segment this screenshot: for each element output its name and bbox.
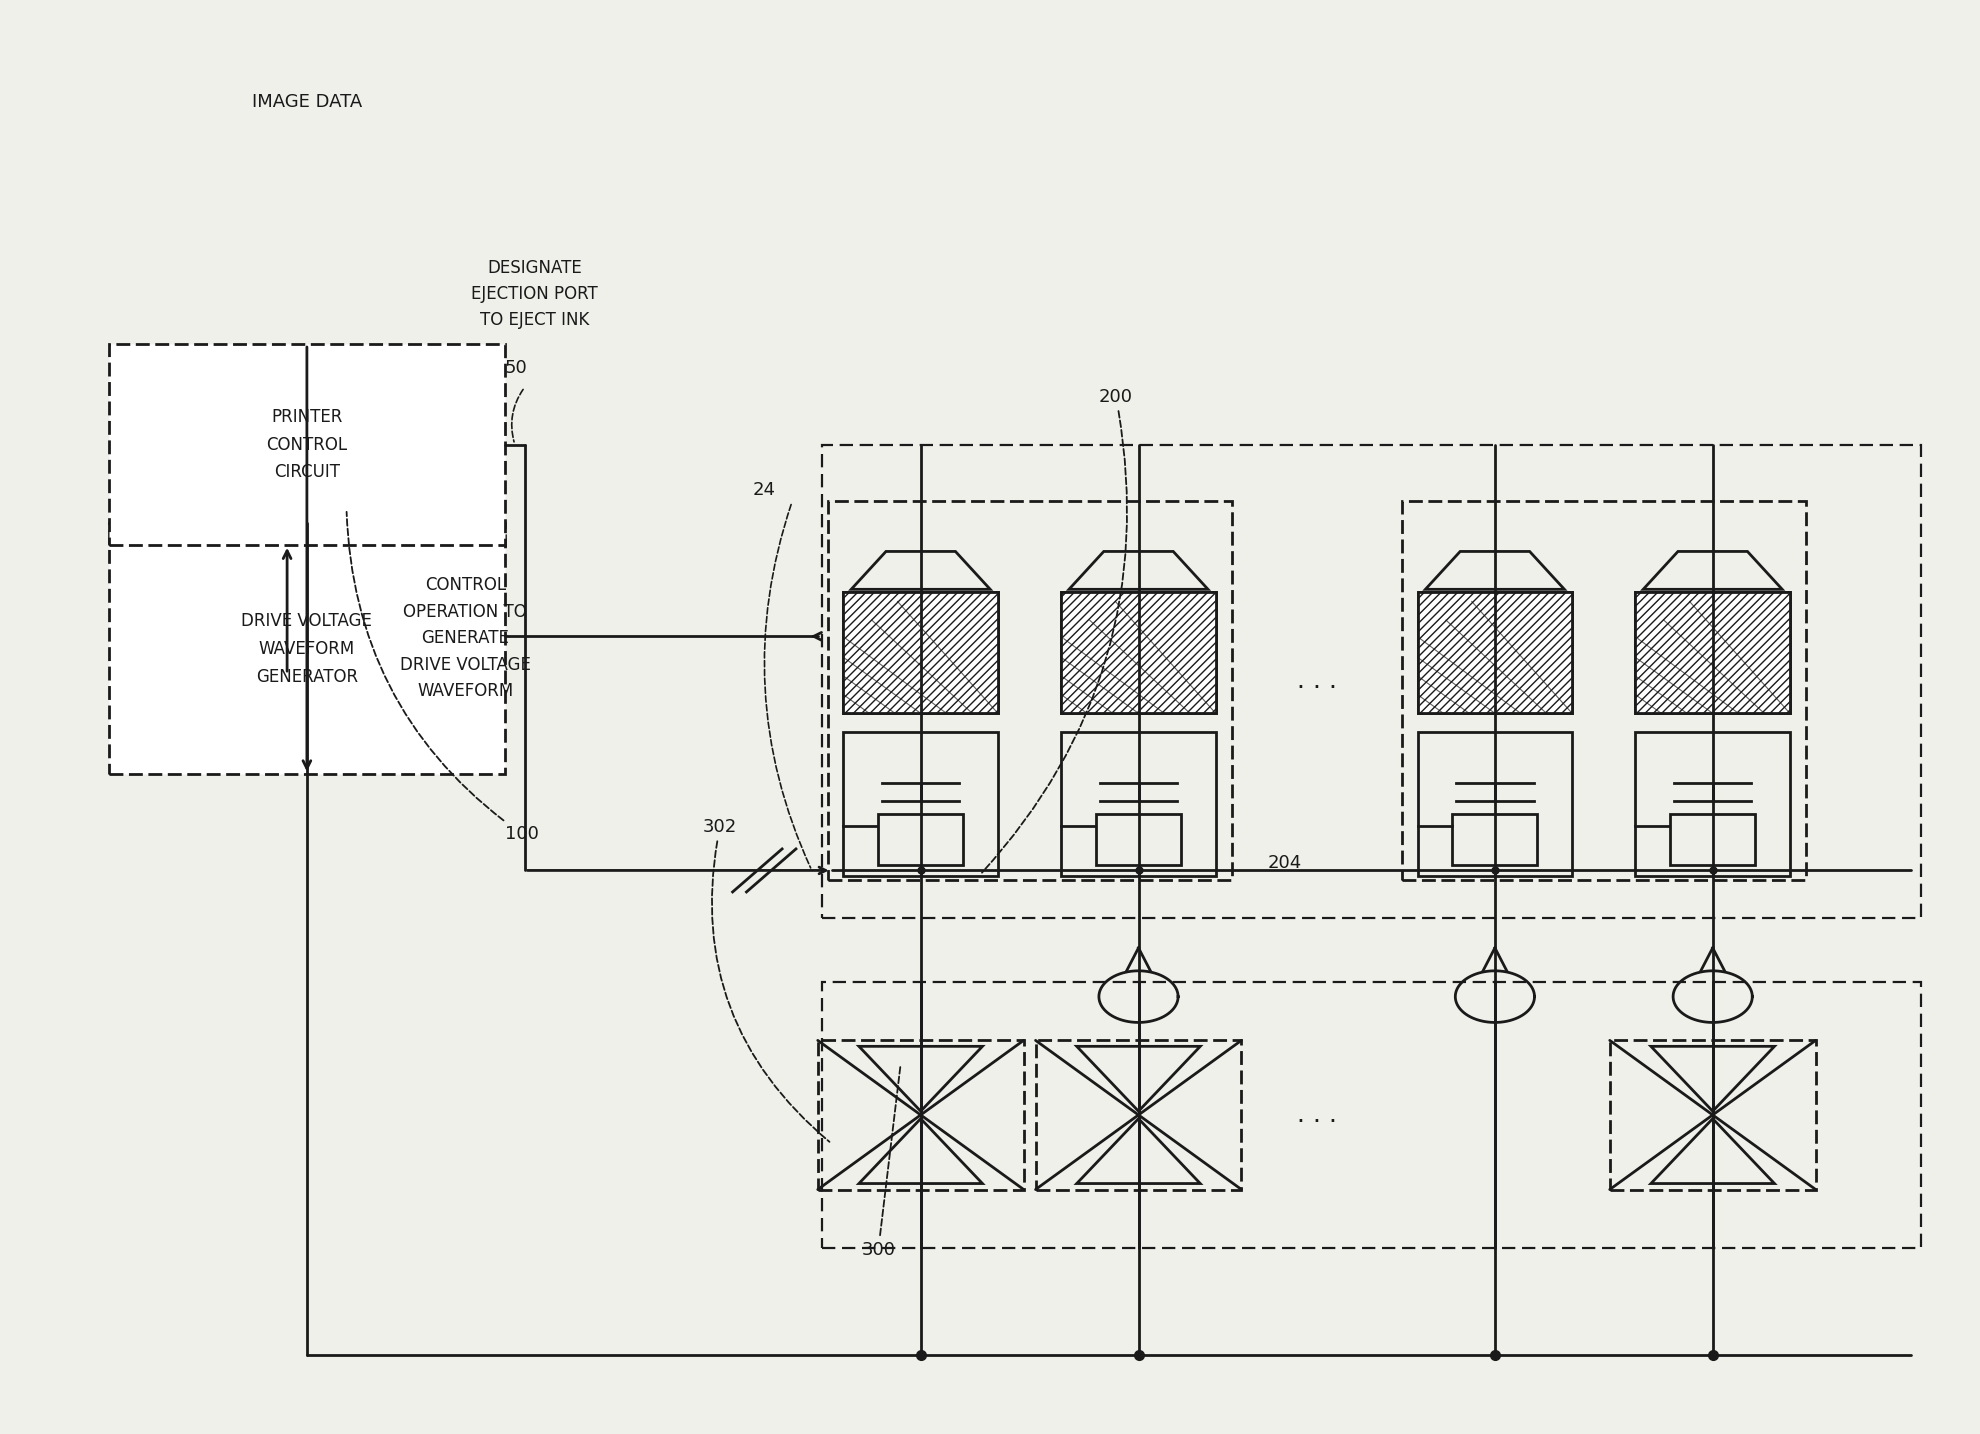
Bar (843, 733, 998, 876)
Text: 200: 200 (982, 387, 1133, 873)
Text: PRINTER
CONTROL
CIRCUIT: PRINTER CONTROL CIRCUIT (267, 407, 346, 482)
Bar (843, 592, 998, 713)
Bar (1036, 1041, 1241, 1190)
Bar (843, 592, 998, 713)
Text: . . .: . . . (1297, 1103, 1337, 1127)
Bar (1610, 1041, 1816, 1190)
Bar (822, 445, 1921, 918)
Text: 50: 50 (505, 358, 527, 377)
Bar (1061, 592, 1216, 713)
Text: . . .: . . . (1297, 670, 1337, 693)
Bar (818, 1041, 1024, 1190)
Text: DRIVE VOLTAGE
WAVEFORM
GENERATOR: DRIVE VOLTAGE WAVEFORM GENERATOR (242, 612, 372, 685)
Bar (109, 344, 505, 545)
Bar (1402, 502, 1806, 880)
Text: 24: 24 (752, 480, 776, 499)
Text: CONTROL
OPERATION TO
GENERATE
DRIVE VOLTAGE
WAVEFORM: CONTROL OPERATION TO GENERATE DRIVE VOLT… (400, 576, 531, 700)
Bar (1671, 815, 1754, 865)
Bar (1061, 733, 1216, 876)
Bar (822, 982, 1921, 1248)
Bar (1453, 815, 1536, 865)
Text: DESIGNATE
EJECTION PORT
TO EJECT INK: DESIGNATE EJECTION PORT TO EJECT INK (471, 258, 598, 330)
Text: 300: 300 (861, 1064, 901, 1259)
Bar (828, 502, 1232, 880)
Bar (1061, 592, 1216, 713)
Bar (1418, 592, 1572, 713)
Text: 100: 100 (346, 512, 539, 843)
Bar (1635, 733, 1790, 876)
Bar (1418, 733, 1572, 876)
Bar (1635, 592, 1790, 713)
Text: 204: 204 (1267, 853, 1301, 872)
Bar (109, 523, 505, 774)
Bar (1097, 815, 1180, 865)
Bar (879, 815, 962, 865)
Text: 302: 302 (703, 817, 830, 1141)
Bar (1418, 592, 1572, 713)
Bar (1635, 592, 1790, 713)
Text: IMAGE DATA: IMAGE DATA (251, 93, 362, 112)
